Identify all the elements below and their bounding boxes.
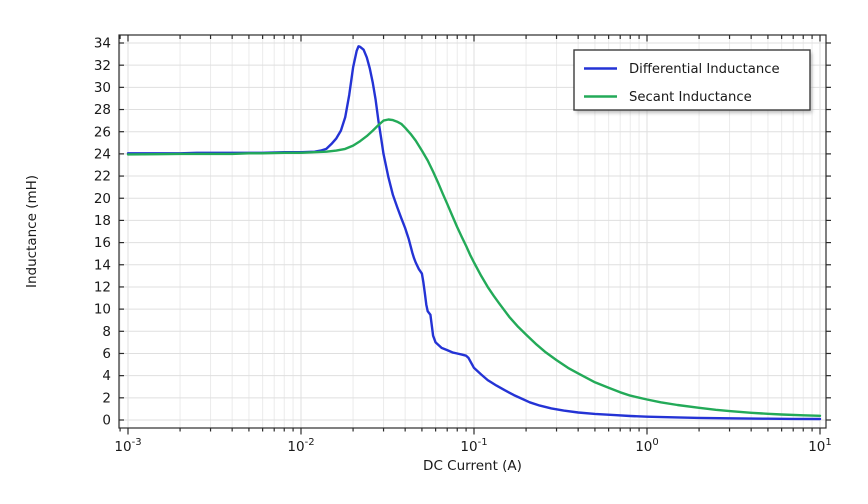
y-tick-label: 30 xyxy=(94,80,111,96)
series-line-differential-inductance xyxy=(126,45,822,421)
y-tick-label: 16 xyxy=(94,235,111,251)
y-tick-label: 8 xyxy=(102,324,111,340)
y-tick-label: 10 xyxy=(94,302,111,318)
y-tick-label: 4 xyxy=(102,368,111,384)
legend-label: Secant Inductance xyxy=(629,90,752,105)
x-tick-label: 10-1 xyxy=(460,437,487,455)
y-axis-title: Inductance (mH) xyxy=(24,175,40,288)
x-axis-title: DC Current (A) xyxy=(423,458,522,474)
axis-ticks xyxy=(119,35,831,435)
x-tick-label: 10-2 xyxy=(287,437,314,455)
y-tick-label: 6 xyxy=(102,346,111,362)
plot-border xyxy=(118,34,827,429)
x-tick-label: 101 xyxy=(808,437,832,455)
grid xyxy=(119,35,826,428)
y-tick-label: 24 xyxy=(94,146,111,162)
legend-label: Differential Inductance xyxy=(629,62,780,77)
y-tick-label: 18 xyxy=(94,213,111,229)
series-line-secant-inductance xyxy=(126,118,822,417)
legend-box xyxy=(573,49,811,111)
y-tick-label: 14 xyxy=(94,257,111,273)
x-tick-labels: 10-3 10-2 10-1 100 101 xyxy=(114,437,831,455)
legend-entry-differential-inductance: Differential Inductance xyxy=(584,62,780,77)
series xyxy=(126,45,822,421)
legend: Differential Inductance Secant Inductance xyxy=(573,49,812,113)
y-tick-label: 20 xyxy=(94,191,111,207)
y-tick-label: 22 xyxy=(94,169,111,185)
y-tick-label: 0 xyxy=(102,413,111,429)
y-tick-label: 2 xyxy=(102,390,111,406)
y-tick-label: 32 xyxy=(94,58,111,74)
y-tick-label: 12 xyxy=(94,280,111,296)
x-tick-label: 10-3 xyxy=(114,437,141,455)
y-tick-label: 34 xyxy=(94,36,111,52)
x-tick-label: 100 xyxy=(635,437,659,455)
legend-entry-secant-inductance: Secant Inductance xyxy=(584,90,752,105)
y-tick-label: 28 xyxy=(94,102,111,118)
y-tick-label: 26 xyxy=(94,124,111,140)
